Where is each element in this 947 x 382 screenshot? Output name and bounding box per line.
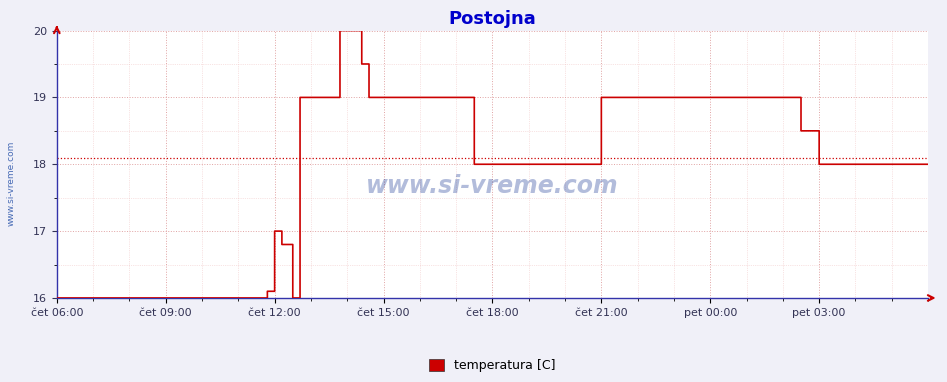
Text: www.si-vreme.com: www.si-vreme.com bbox=[366, 174, 618, 197]
Text: www.si-vreme.com: www.si-vreme.com bbox=[7, 141, 16, 226]
Legend: temperatura [C]: temperatura [C] bbox=[424, 354, 561, 377]
Title: Postojna: Postojna bbox=[449, 10, 536, 28]
